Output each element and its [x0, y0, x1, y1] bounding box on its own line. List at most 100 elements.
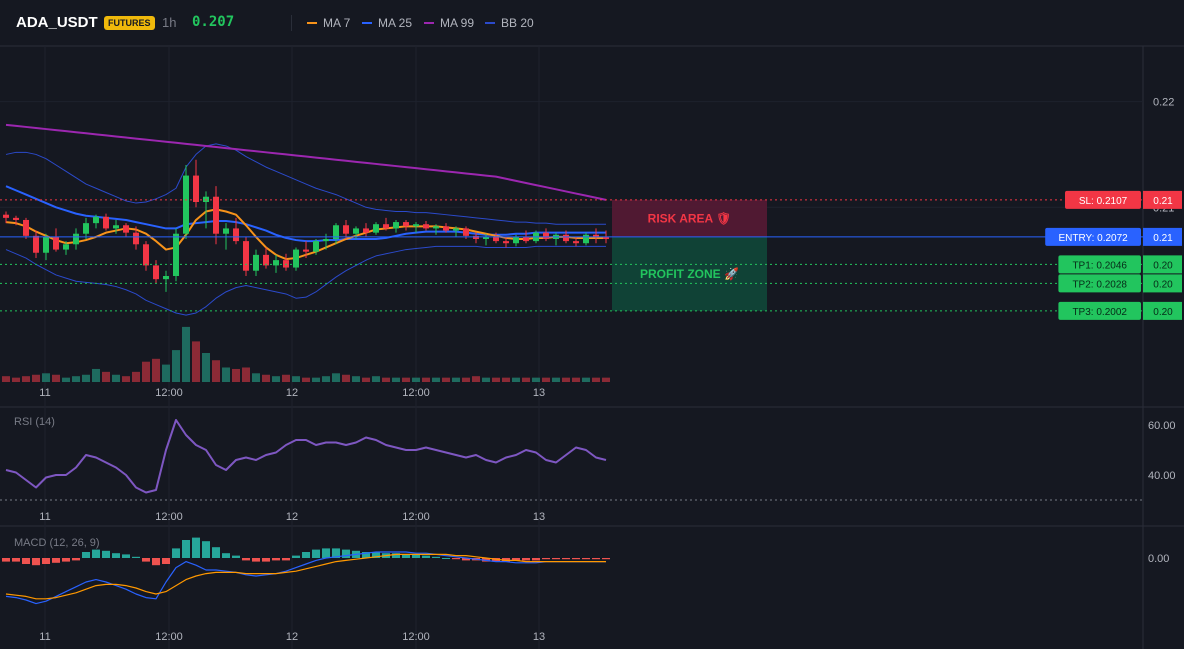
volume-bar: [562, 377, 570, 382]
macd-histogram-bar: [302, 552, 310, 558]
volume-bar: [82, 374, 90, 382]
macd-histogram-bar: [2, 558, 10, 562]
macd-histogram-bar: [132, 556, 140, 558]
level-axis-tag: [1143, 274, 1182, 293]
legend-bb20[interactable]: BB 20: [485, 16, 534, 30]
volume-bar: [92, 368, 100, 382]
macd-histogram-bar: [262, 558, 270, 562]
macd-histogram-bar: [592, 558, 600, 560]
candle-body: [483, 236, 489, 239]
level-axis-tag: [1143, 255, 1182, 274]
legend-ma7-label: MA 7: [323, 16, 351, 30]
time-tick-label: 11: [39, 387, 50, 399]
candle-body: [493, 236, 499, 242]
macd-histogram-bar: [312, 549, 320, 558]
time-tick-label: 12:00: [402, 387, 430, 399]
macd-histogram-bar: [52, 558, 60, 563]
candle-body: [333, 225, 339, 239]
level-tag: [1065, 190, 1141, 209]
macd-histogram-bar: [292, 555, 300, 558]
macd-histogram-bar: [152, 558, 160, 566]
volume-bar: [72, 376, 80, 382]
level-axis-label: 0.21: [1153, 196, 1173, 207]
candle-body: [353, 228, 359, 234]
last-price: 0.207: [192, 14, 235, 30]
rsi-pane[interactable]: [0, 419, 1143, 501]
volume-bar: [32, 374, 40, 382]
level-tag-label: ENTRY: 0.2072: [1058, 233, 1128, 244]
legend-bb20-label: BB 20: [501, 16, 534, 30]
candle-body: [443, 226, 449, 231]
volume-bar: [382, 377, 390, 382]
candle-body: [223, 228, 229, 234]
candle-body: [203, 196, 209, 202]
volume-bar: [282, 374, 290, 382]
volume-bar: [102, 371, 110, 382]
ma25-swatch: [362, 22, 372, 24]
candle-body: [603, 236, 609, 239]
candle-body: [133, 232, 139, 245]
candle-body: [103, 216, 109, 229]
macd-pane[interactable]: [2, 537, 610, 605]
candle-body: [213, 196, 219, 234]
candle-body: [423, 224, 429, 229]
volume-bar: [592, 377, 600, 382]
macd-histogram-bar: [432, 556, 440, 558]
price-pane[interactable]: RISK AREA 🛡 PROFIT ZONE 🚀 SL: 0.2107 ENTRY:…: [0, 123, 1143, 382]
volume-bar: [62, 377, 70, 382]
candle-body: [153, 265, 159, 280]
time-tick-label: 12: [286, 387, 298, 399]
candle-body: [343, 225, 349, 234]
macd-histogram-bar: [202, 541, 210, 558]
candle-body: [393, 222, 399, 229]
macd-histogram-bar: [402, 554, 410, 558]
macd-histogram-bar: [522, 558, 530, 561]
macd-histogram-bar: [282, 558, 290, 561]
macd-histogram-bar: [222, 553, 230, 558]
macd-histogram-bar: [422, 555, 430, 558]
time-tick-label: 13: [533, 387, 545, 399]
candle-body: [573, 241, 579, 244]
legend-ma7[interactable]: MA 7: [307, 16, 350, 30]
volume-bar: [182, 326, 190, 382]
symbol-name[interactable]: ADA_USDT: [16, 14, 98, 31]
volume-bar: [122, 376, 130, 382]
bb20-swatch: [485, 22, 495, 24]
volume-bar: [252, 373, 260, 382]
level-tag: [1058, 301, 1141, 320]
candle-body: [173, 233, 179, 276]
time-tick-label: 12:00: [402, 511, 430, 523]
volume-bar: [292, 376, 300, 382]
macd-histogram-bar: [112, 553, 120, 558]
rsi-line: [5, 419, 607, 494]
volume-bar: [512, 377, 520, 382]
macd-histogram-bar: [172, 548, 180, 558]
macd-histogram-bar: [572, 558, 580, 560]
candle-body: [253, 254, 259, 271]
volume-bar: [162, 364, 170, 382]
macd-histogram-bar: [322, 548, 330, 558]
volume-bar: [362, 377, 370, 382]
macd-histogram-bar: [42, 558, 50, 564]
level-tag-label: TP1: 0.2046: [1072, 260, 1127, 271]
macd-histogram-bar: [62, 558, 70, 562]
macd-histogram-bar: [142, 558, 150, 562]
time-tick-label: 12:00: [155, 631, 183, 643]
level-axis-label: 0.20: [1153, 279, 1173, 290]
legend-ma99[interactable]: MA 99: [424, 16, 474, 30]
level-tag-label: TP2: 0.2028: [1072, 279, 1127, 290]
candle-body: [23, 219, 29, 236]
legend-ma25[interactable]: MA 25: [362, 16, 412, 30]
candle-body: [303, 249, 309, 252]
level-axis-label: 0.20: [1153, 307, 1173, 318]
macd-histogram-bar: [102, 550, 110, 558]
volume-bar: [132, 371, 140, 382]
candle-body: [403, 222, 409, 227]
volume-bar: [502, 377, 510, 382]
candle-body: [123, 225, 129, 233]
volume-bar: [172, 350, 180, 382]
macd-histogram-bar: [192, 537, 200, 558]
timeframe-selector[interactable]: 1h: [162, 15, 177, 30]
time-tick-label: 11: [39, 511, 50, 523]
